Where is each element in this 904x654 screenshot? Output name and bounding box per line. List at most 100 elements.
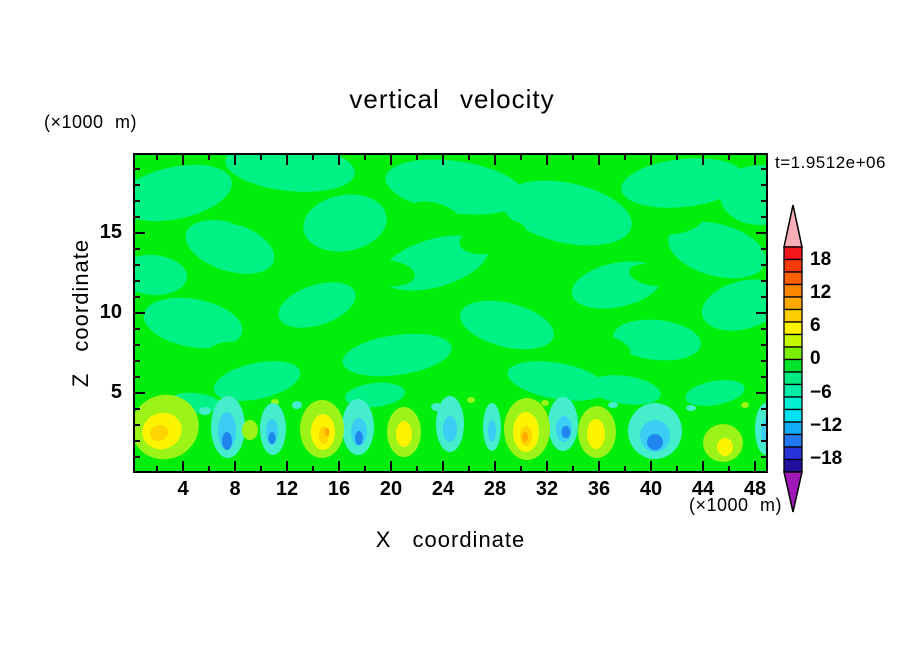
x-tick-label: 44 — [691, 478, 715, 500]
colorbar-label: 0 — [810, 348, 821, 370]
contour-blob — [761, 420, 766, 444]
contour-blob — [324, 428, 330, 436]
x-axis-title: X coordinate — [375, 527, 526, 552]
x-tick-label: 8 — [229, 478, 241, 500]
contour-blob — [459, 219, 527, 255]
y-axis-title: Z coordinate — [68, 238, 93, 388]
contour-blob — [741, 402, 749, 408]
contour-blob — [731, 342, 766, 368]
contour-blob — [185, 220, 275, 274]
y-tick-label: 15 — [99, 221, 122, 243]
plot-area — [133, 153, 768, 473]
x-axis-unit-label: (×1000 m) — [688, 495, 782, 515]
contour-blob — [488, 420, 496, 442]
contour-blob — [467, 397, 475, 403]
x-tick-label: 32 — [535, 478, 559, 500]
colorbar-segment — [783, 396, 803, 411]
contour-blob — [199, 407, 211, 415]
contour-blob — [385, 159, 525, 215]
colorbar-segment — [783, 296, 803, 311]
x-tick-label: 4 — [177, 478, 189, 500]
y-tick-label: 5 — [110, 381, 122, 403]
y-axis-unit-label: (×1000 m) — [44, 112, 138, 132]
x-tick-label: 24 — [431, 478, 455, 500]
contour-blob — [522, 432, 528, 442]
colorbar-label: −12 — [810, 415, 843, 437]
x-tick-label: 48 — [743, 478, 767, 500]
contour-blob — [225, 155, 355, 192]
contour-blob — [268, 432, 276, 444]
contour-blob — [396, 421, 412, 447]
time-stamp-label: t=1.9512e+06 — [775, 153, 886, 172]
contour-blob — [541, 400, 549, 406]
colorbar-segment — [783, 446, 803, 461]
colorbar-segment — [783, 258, 803, 273]
colorbar-segment — [783, 408, 803, 423]
y-tick-label: 10 — [99, 301, 122, 323]
contour-blob — [720, 165, 766, 225]
colorbar-segment — [783, 371, 803, 386]
contour-blob — [135, 164, 232, 222]
contour-blob — [613, 319, 701, 361]
plot-title: vertical velocity — [349, 84, 555, 114]
contour-blob — [717, 438, 733, 456]
x-tick-label: 16 — [327, 478, 351, 500]
contour-blob — [359, 259, 415, 287]
contour-blob — [629, 263, 681, 287]
contour-blob — [303, 194, 387, 252]
contour-blob — [647, 434, 663, 450]
contour-blob — [589, 375, 661, 405]
colorbar — [783, 204, 803, 513]
colorbar-segment — [783, 458, 803, 473]
colorbar-segment — [783, 308, 803, 323]
colorbar-label: 18 — [810, 248, 832, 270]
contour-blob — [242, 420, 258, 440]
axis-ticks — [135, 155, 766, 471]
contour-blob — [292, 401, 302, 409]
colorbar-segment — [783, 421, 803, 436]
contour-blob — [668, 221, 766, 279]
colorbar-segment — [783, 246, 803, 261]
contour-blob — [213, 361, 301, 401]
x-tick-label: 36 — [587, 478, 611, 500]
colorbar-label: 6 — [810, 315, 821, 337]
contour-blob — [460, 300, 554, 350]
contour-blob — [281, 247, 329, 273]
x-tick-label: 40 — [639, 478, 663, 500]
contour-blob — [355, 431, 363, 445]
contour-blob — [150, 424, 168, 442]
colorbar-segment — [783, 383, 803, 398]
contour-blob — [575, 333, 631, 361]
colorbar-label: −18 — [810, 448, 843, 470]
contour-blob — [701, 279, 766, 331]
contour-blob — [507, 361, 607, 401]
contour-blob — [608, 402, 618, 408]
colorbar-label: 12 — [810, 281, 832, 303]
colorbar-segment — [783, 346, 803, 361]
contour-blob — [647, 207, 703, 235]
colorbar-segment — [783, 358, 803, 373]
contour-blob — [621, 158, 745, 208]
contour-blob — [217, 198, 277, 228]
colorbar-label: −6 — [810, 381, 832, 403]
field-svg — [135, 155, 766, 471]
contour-blob — [222, 432, 232, 450]
colorbar-segment — [783, 283, 803, 298]
contour-blob — [587, 419, 605, 449]
colorbar-segment — [783, 321, 803, 336]
contour-blob — [561, 426, 571, 438]
x-tick-label: 20 — [379, 478, 403, 500]
colorbar-bottom-arrow — [783, 471, 803, 513]
contour-blob — [278, 282, 356, 328]
contour-blob — [342, 333, 452, 377]
contour-blob — [409, 201, 461, 229]
x-tick-label: 28 — [483, 478, 507, 500]
contour-blob — [686, 405, 696, 411]
contour-blob — [443, 416, 457, 442]
contour-blob — [143, 297, 243, 349]
contour-blob — [685, 380, 745, 406]
contour-blob — [502, 180, 632, 246]
colorbar-segment — [783, 433, 803, 448]
colorbar-top-arrow — [783, 204, 803, 248]
